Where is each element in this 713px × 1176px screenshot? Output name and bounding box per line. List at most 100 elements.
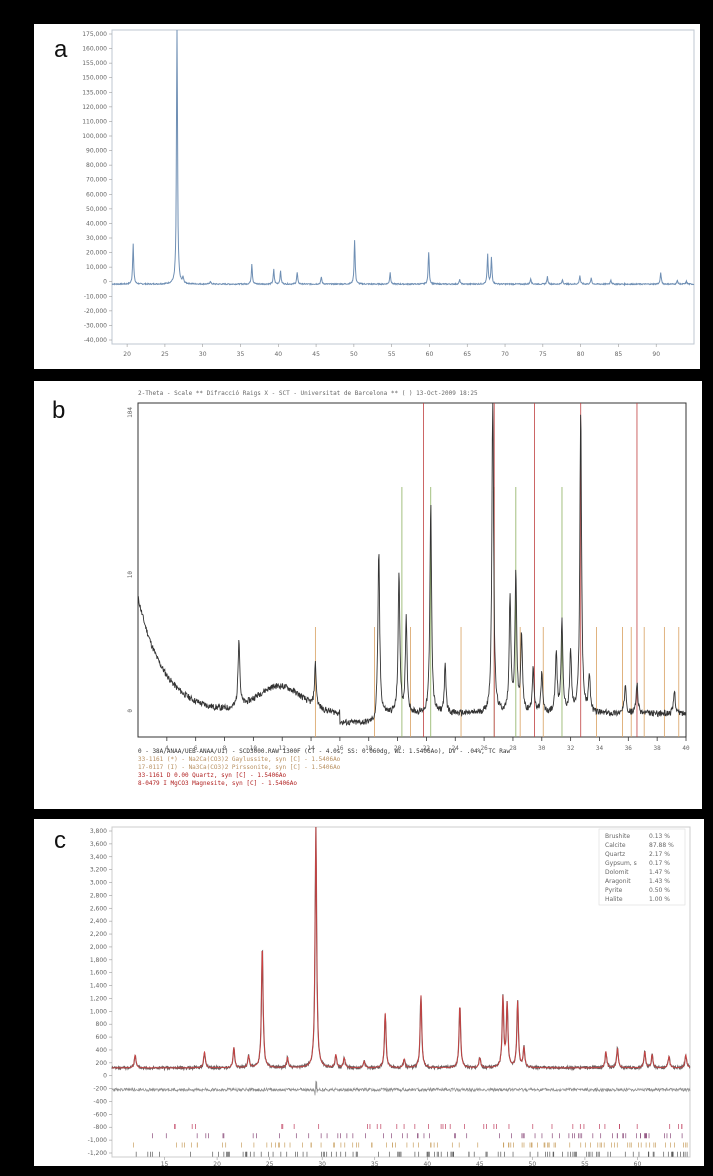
x-tick-label-b: 16 bbox=[336, 745, 344, 752]
x-tick-label-b: 10 bbox=[250, 745, 258, 752]
legend-phase-value: 1.43 % bbox=[649, 878, 670, 885]
y-tick-label-a: 50,000 bbox=[86, 206, 107, 213]
chart-b: 2-Theta - Scale ** Difracció Raigs X - S… bbox=[127, 390, 690, 787]
legend-phase-value: 2.17 % bbox=[649, 851, 670, 858]
legend-phase-name: Gypsum, s bbox=[605, 860, 637, 867]
legend-phase-value: 0.17 % bbox=[649, 860, 670, 867]
y-tick-label-c: -800 bbox=[93, 1124, 107, 1131]
y-tick-label-c: 2,000 bbox=[90, 944, 107, 951]
x-tick-label-a: 30 bbox=[199, 351, 207, 358]
chart-a: 175,000 160,000 155,000 150,000 135,000 120,0… bbox=[82, 29, 695, 358]
y-tick-label-c: 3,600 bbox=[90, 841, 107, 848]
x-tick-label-c: 40 bbox=[423, 1161, 431, 1166]
panel-label-b: b bbox=[52, 397, 66, 424]
x-tick-label-b: 6 bbox=[194, 745, 198, 752]
legend-phase-name: Brushite bbox=[605, 833, 630, 840]
y-tick-label-c: -600 bbox=[93, 1111, 107, 1118]
y-tick-label-c: 3,000 bbox=[90, 880, 107, 887]
y-tick-label-c: 600 bbox=[96, 1034, 108, 1041]
y-tick-label-b: 104 bbox=[127, 407, 134, 418]
y-tick-label-b: 0 bbox=[127, 709, 134, 713]
legend-phase-value: 1.47 % bbox=[649, 869, 670, 876]
plot-frame-a bbox=[111, 29, 695, 345]
y-tick-label-a: -10,000 bbox=[84, 293, 107, 300]
diffractogram-line-b bbox=[137, 402, 687, 727]
x-tick-label-b: 40 bbox=[682, 745, 690, 752]
x-tick-label-c: 35 bbox=[371, 1161, 379, 1166]
caption-line-b: 33-1161 D 0.00 Quartz, syn [C] - 1.5406A… bbox=[138, 772, 286, 779]
x-tick-label-a: 60 bbox=[426, 351, 434, 358]
caption-line-b: 0 - 38A/ANAA/UEB-ANAA/U1) - SCD3000.RAW … bbox=[138, 748, 510, 755]
x-tick-label-c: 50 bbox=[529, 1161, 537, 1166]
panel-label-c: c bbox=[54, 827, 66, 854]
legend-phase-name: Dolomit bbox=[605, 869, 629, 876]
y-tick-label-c: 2,400 bbox=[90, 918, 107, 925]
caption-line-b: 17-0117 (I) - Na3Ca(CO3)2 Pirssonite, sy… bbox=[138, 764, 341, 771]
x-tick-label-a: 55 bbox=[388, 351, 396, 358]
y-tick-label-c: 2,200 bbox=[90, 931, 107, 938]
y-tick-label-c: 200 bbox=[96, 1060, 108, 1067]
y-tick-label-a: 70,000 bbox=[86, 177, 107, 184]
x-tick-label-b: 12 bbox=[279, 745, 287, 752]
panel-c: c 3,800 3,600 3,400 3,200 3,000 2,800 2,600 2,4… bbox=[34, 819, 704, 1166]
y-tick-label-a: -40,000 bbox=[84, 337, 107, 344]
x-tick-label-a: 40 bbox=[274, 351, 282, 358]
y-tick-label-b: 10 bbox=[127, 571, 134, 579]
y-tick-label-c: -1,000 bbox=[88, 1137, 108, 1144]
y-tick-label-c: 800 bbox=[96, 1021, 108, 1028]
y-tick-label-a: 160,000 bbox=[82, 46, 107, 53]
x-tick-label-a: 85 bbox=[615, 351, 623, 358]
y-tick-label-c: 1,600 bbox=[90, 970, 107, 977]
x-tick-label-b: 32 bbox=[567, 745, 575, 752]
y-tick-label-c: 3,800 bbox=[90, 828, 107, 835]
x-tick-label-c: 15 bbox=[161, 1161, 169, 1166]
y-tick-label-c: 1,400 bbox=[90, 983, 107, 990]
y-tick-label-c: 1,200 bbox=[90, 995, 107, 1002]
y-tick-label-c: 2,600 bbox=[90, 905, 107, 912]
x-tick-label-a: 35 bbox=[237, 351, 245, 358]
y-tick-label-a: 110,000 bbox=[82, 118, 107, 125]
y-tick-label-a: 30,000 bbox=[86, 235, 107, 242]
x-tick-label-b: 26 bbox=[480, 745, 488, 752]
y-tick-label-a: 40,000 bbox=[86, 220, 107, 227]
legend-phase-name: Pyrite bbox=[605, 887, 623, 894]
x-tick-label-b: 22 bbox=[423, 745, 431, 752]
plot-frame-c bbox=[111, 826, 691, 1158]
legend-phase-value: 0.13 % bbox=[649, 833, 670, 840]
panel-label-a: a bbox=[54, 36, 68, 63]
y-tick-label-c: -1,200 bbox=[88, 1150, 108, 1157]
x-tick-label-c: 20 bbox=[213, 1161, 221, 1166]
x-tick-label-b: 30 bbox=[538, 745, 546, 752]
x-tick-label-c: 30 bbox=[318, 1161, 326, 1166]
panel-a: a 175,000 160,000 155,000 150,000 135,000 120… bbox=[34, 24, 700, 369]
diffractogram-line-a bbox=[111, 29, 695, 287]
y-tick-label-a: 120,000 bbox=[82, 104, 107, 111]
x-tick-label-b: 24 bbox=[452, 745, 460, 752]
x-tick-label-a: 50 bbox=[350, 351, 358, 358]
y-tick-label-a: 0 bbox=[103, 279, 107, 286]
y-tick-label-c: 3,400 bbox=[90, 854, 107, 861]
y-tick-label-c: 0 bbox=[103, 1073, 107, 1080]
y-tick-label-a: 135,000 bbox=[82, 89, 107, 96]
caption-line-b: 33-1161 (*) - Na2Ca(CO3)2 Gaylussite, sy… bbox=[138, 756, 341, 763]
phase-legend-c bbox=[598, 828, 686, 906]
y-tick-label-c: 400 bbox=[96, 1047, 108, 1054]
y-tick-label-a: 20,000 bbox=[86, 250, 107, 257]
x-tick-label-c: 55 bbox=[581, 1161, 589, 1166]
y-tick-label-a: 90,000 bbox=[86, 148, 107, 155]
x-tick-label-b: 4 bbox=[165, 745, 169, 752]
y-tick-label-c: -400 bbox=[93, 1098, 107, 1105]
y-tick-label-c: -200 bbox=[93, 1086, 107, 1093]
legend-phase-value: 1.00 % bbox=[649, 896, 670, 903]
chart-c: 3,800 3,600 3,400 3,200 3,000 2,800 2,600 2,400… bbox=[88, 826, 691, 1166]
y-tick-label-a: 10,000 bbox=[86, 264, 107, 271]
x-tick-label-b: 38 bbox=[654, 745, 662, 752]
x-tick-label-b: 20 bbox=[394, 745, 402, 752]
y-tick-label-a: 155,000 bbox=[82, 60, 107, 67]
x-tick-label-b: 8 bbox=[223, 745, 227, 752]
x-tick-label-b: 28 bbox=[509, 745, 517, 752]
x-tick-label-b: 36 bbox=[625, 745, 633, 752]
y-tick-label-a: 80,000 bbox=[86, 162, 107, 169]
y-tick-label-a: 100,000 bbox=[82, 133, 107, 140]
legend-phase-value: 87.88 % bbox=[649, 842, 674, 849]
